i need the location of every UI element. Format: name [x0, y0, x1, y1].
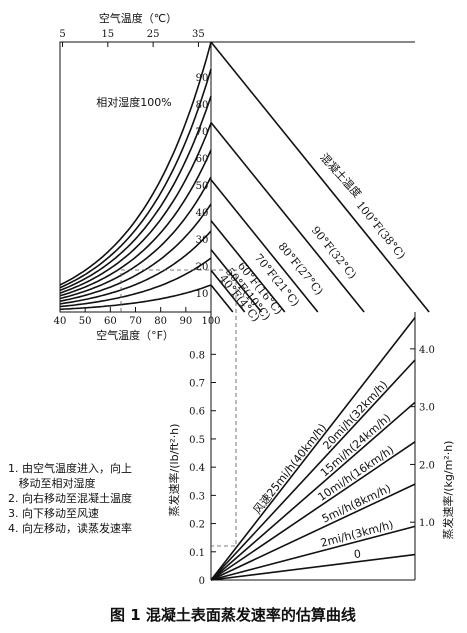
concrete-temp-line: [210, 269, 246, 313]
humidity-curve-label: 20: [196, 262, 209, 273]
humidity-curve-90: [59, 68, 212, 289]
instruction-line: 2. 向右移动至混凝土温度: [8, 491, 132, 505]
kg-tick-label: 2.0: [419, 460, 435, 471]
lb-axis-title: 蒸发速率/(lb/ft²·h): [167, 424, 181, 517]
humidity-curve-label: 相对湿度100%: [96, 95, 171, 109]
instruction-line: 1. 由空气温度进入，向上: [8, 461, 132, 475]
lb-tick-label: 0.3: [189, 491, 205, 502]
humidity-curve-label: 90: [196, 73, 209, 84]
fahrenheit-tick-label: 80: [154, 316, 167, 327]
lb-tick-label: 0.4: [189, 463, 205, 474]
kg-tick-label: 3.0: [419, 403, 435, 414]
example-dashed-path: [120, 269, 237, 547]
celsius-axis-title: 空气温度（℃）: [99, 11, 177, 25]
wind-speed-line: [210, 401, 416, 581]
wind-speed-line: [210, 525, 416, 581]
celsius-tick-label: 25: [147, 29, 160, 40]
humidity-curve-50: [59, 176, 212, 300]
fahrenheit-axis: 40 50 60 70 80 90 100: [54, 307, 221, 327]
wind-speed-line: [210, 441, 416, 581]
lb-tick-label: 0.5: [189, 435, 205, 446]
wind-speed-line: [210, 483, 416, 581]
lb-tick-label: 0.1: [189, 548, 205, 559]
humidity-curve-40: [59, 203, 212, 302]
wind-speed-lines: 02mi/h(3km/h)5mi/h(8km/h)10mi/h(16km/h)1…: [210, 317, 416, 581]
instruction-line: 移动至相对湿度: [8, 476, 96, 490]
concrete-temp-line: [210, 41, 430, 313]
celsius-axis: 5 15 25 35: [59, 29, 205, 47]
lb-tick-label: 0.8: [189, 350, 205, 361]
kg-axis-title: 蒸发速率/(kg/m²·h): [441, 441, 455, 540]
fahrenheit-axis-title: 空气温度（°F）: [96, 328, 174, 342]
lb-tick-label: 0.2: [189, 520, 205, 531]
humidity-curve-20: [59, 257, 212, 308]
humidity-curve-60: [59, 149, 212, 297]
concrete-temp-line: [210, 249, 263, 313]
humidity-curve-70: [59, 122, 212, 294]
fahrenheit-tick-label: 90: [179, 316, 192, 327]
celsius-tick-label: 5: [59, 29, 65, 40]
concrete-temp-line: [210, 284, 234, 313]
kg-tick-label: 1.0: [419, 518, 435, 529]
celsius-tick-label: 35: [192, 29, 205, 40]
concrete-temp-line: [210, 121, 365, 313]
humidity-curve-label: 60: [196, 154, 209, 165]
instruction-line: 4. 向左移动，读蒸发速率: [8, 521, 132, 535]
lb-tick-label: 0: [199, 576, 205, 587]
humidity-curve-80: [59, 95, 212, 292]
concrete-temperature-panel: 40°F(4°C)50°F(10°C)60°F(16°C)70°F(21°C)8…: [210, 41, 430, 324]
kg-tick-label: 4.0: [419, 345, 435, 356]
humidity-curve-30: [59, 230, 212, 305]
concrete-temp-line: [210, 179, 319, 313]
concrete-temperature-title: 混凝土温度: [317, 150, 364, 200]
concrete-temperature-lines: 40°F(4°C)50°F(10°C)60°F(16°C)70°F(21°C)8…: [210, 41, 430, 324]
humidity-curve-label: 70: [196, 127, 209, 138]
concrete-temp-line: [210, 220, 286, 313]
instruction-line: 3. 向下移动至风速: [8, 506, 99, 520]
lb-tick-label: 0.6: [189, 407, 205, 418]
fahrenheit-tick-label: 50: [79, 316, 92, 327]
humidity-curve-label: 50: [196, 181, 209, 192]
lb-tick-label: 0.7: [189, 379, 205, 390]
humidity-curve-label: 80: [196, 100, 209, 111]
humidity-curves: 10 20 30 40 50 60 70 80 90 相对湿度100%: [59, 41, 212, 311]
fahrenheit-tick-label: 70: [129, 316, 142, 327]
wind-speed-line: [210, 553, 416, 581]
wind-speed-label: 0: [353, 547, 362, 561]
fahrenheit-tick-label: 40: [54, 316, 67, 327]
wind-speed-line: [210, 317, 416, 581]
humidity-curve-label: 40: [196, 208, 209, 219]
humidity-curve-10: [59, 284, 212, 311]
lb-axis: 0 0.1 0.2 0.3 0.4 0.5 0.6 0.7 0.8: [189, 350, 216, 587]
wind-speed-line: [210, 359, 416, 581]
humidity-curve-label: 30: [196, 235, 209, 246]
figure-caption: 图 1 混凝土表面蒸发速率的估算曲线: [110, 606, 356, 624]
humidity-curve-label: 10: [196, 289, 209, 300]
kg-axis: 1.0 2.0 3.0 4.0: [410, 345, 435, 529]
wind-panel: 0 0.1 0.2 0.3 0.4 0.5 0.6 0.7 0.8 1.0 2.0 3.0 4.0 蒸…: [167, 312, 455, 587]
fahrenheit-tick-label: 60: [104, 316, 117, 327]
humidity-panel: 5 15 25 35 空气温度（℃） 40 50 60 70 80 90 100 空气温度（°F）…: [54, 11, 221, 342]
celsius-tick-label: 15: [101, 29, 114, 40]
humidity-curve-100: [59, 41, 212, 286]
